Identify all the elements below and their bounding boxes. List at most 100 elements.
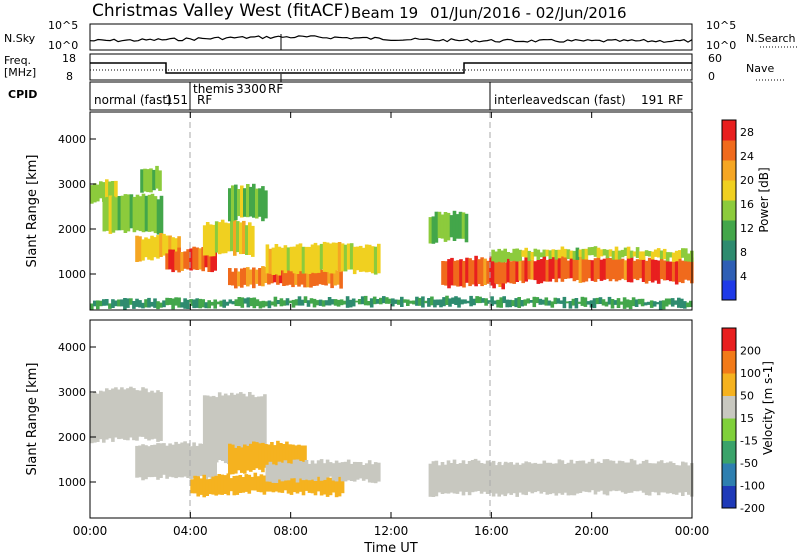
heatmap-cell <box>165 297 169 306</box>
heatmap-cell <box>313 476 318 496</box>
power-y-axis-label: Slant Range [km] <box>25 155 40 268</box>
heatmap-cell <box>291 444 295 470</box>
heatmap-cell <box>551 249 556 258</box>
heatmap-cell <box>431 216 436 244</box>
heatmap-cell <box>177 443 181 478</box>
heatmap-cell <box>273 296 278 307</box>
heatmap-cell <box>566 249 571 259</box>
heatmap-cell <box>437 211 442 239</box>
heatmap-cell <box>231 444 235 475</box>
heatmap-cell <box>114 180 118 200</box>
heatmap-cell <box>505 299 509 308</box>
heatmap-cell <box>583 297 588 307</box>
heatmap-cell <box>96 393 100 442</box>
heatmap-cell <box>306 300 311 307</box>
heatmap-cell <box>304 460 309 480</box>
heatmap-cell <box>177 247 181 273</box>
heatmap-cell <box>294 299 299 306</box>
heatmap-cell <box>236 221 240 253</box>
heatmap-cell <box>267 300 272 309</box>
heatmap-cell <box>509 252 513 261</box>
heatmap-cell <box>208 478 212 495</box>
heatmap-cell <box>533 248 538 257</box>
heatmap-cell <box>428 463 433 497</box>
colorbar-tick-label: 28 <box>740 126 754 139</box>
heatmap-cell <box>678 465 682 493</box>
heatmap-cell <box>686 302 690 308</box>
heatmap-cell <box>330 270 334 289</box>
x-tick-label: 20:00 <box>574 524 609 538</box>
heatmap-cell <box>566 462 571 496</box>
heatmap-cell <box>265 244 270 274</box>
heatmap-cell <box>294 264 298 285</box>
heatmap-cell <box>202 474 206 498</box>
heatmap-cell <box>547 300 552 306</box>
heatmap-cell <box>484 298 488 306</box>
heatmap-cell <box>541 299 546 305</box>
heatmap-cell <box>252 297 257 309</box>
heatmap-cell <box>111 196 116 233</box>
heatmap-cell <box>276 440 280 469</box>
heatmap-cell <box>514 298 518 308</box>
heatmap-cell <box>205 222 210 256</box>
heatmap-cell <box>242 393 246 460</box>
heatmap-cell <box>608 460 613 492</box>
heatmap-cell <box>261 442 265 473</box>
heatmap-cell <box>363 295 368 306</box>
heatmap-cell <box>575 247 580 260</box>
heatmap-cell <box>237 297 242 307</box>
heatmap-cell <box>337 475 342 497</box>
heatmap-cell <box>656 248 661 258</box>
heatmap-cell <box>355 246 360 271</box>
heatmap-cell <box>102 299 106 306</box>
heatmap-cell <box>542 256 547 282</box>
heatmap-cell <box>252 183 256 218</box>
heatmap-cell <box>536 249 541 260</box>
heatmap-cell <box>605 459 610 496</box>
heatmap-cell <box>571 298 576 306</box>
heatmap-cell <box>629 458 634 493</box>
heatmap-cell <box>168 235 172 261</box>
heatmap-cell <box>252 441 256 470</box>
heatmap-cell <box>524 247 528 258</box>
heatmap-cell <box>99 390 103 440</box>
heatmap-cell <box>217 222 222 255</box>
heatmap-cell <box>354 300 359 303</box>
heatmap-cell <box>144 237 148 258</box>
heatmap-cell <box>608 258 613 282</box>
heatmap-cell <box>460 299 464 305</box>
heatmap-cell <box>211 476 215 495</box>
heatmap-cell <box>150 301 154 307</box>
heatmap-cell <box>325 473 330 497</box>
heatmap-cell <box>156 235 160 259</box>
heatmap-cell <box>240 268 244 288</box>
heatmap-cell <box>521 463 525 495</box>
velocity-colorbar-label: Velocity [m s-1] <box>761 361 775 455</box>
heatmap-cell <box>586 301 591 305</box>
heatmap-cell <box>535 297 540 304</box>
heatmap-cell <box>593 246 598 257</box>
heatmap-cell <box>646 301 651 305</box>
heatmap-cell <box>653 249 658 257</box>
heatmap-cell <box>339 299 344 306</box>
heatmap-cell <box>295 476 300 494</box>
heatmap-cell <box>318 266 322 285</box>
heatmap-cell <box>351 298 356 307</box>
heatmap-cell <box>211 395 216 465</box>
y-tick-label: 4000 <box>58 133 86 146</box>
heatmap-cell <box>403 299 407 303</box>
heatmap-cell <box>337 462 342 477</box>
heatmap-cell <box>575 461 580 494</box>
heatmap-cell <box>235 475 240 495</box>
heatmap-cell <box>331 463 336 481</box>
heatmap-cell <box>193 475 197 494</box>
heatmap-cell <box>334 460 339 482</box>
heatmap-cell <box>236 393 240 460</box>
heatmap-cell <box>192 299 196 309</box>
heatmap-cell <box>491 249 495 262</box>
heatmap-cell <box>508 299 512 308</box>
heatmap-cell <box>629 250 634 258</box>
heatmap-cell <box>475 296 479 304</box>
heatmap-cell <box>436 299 440 306</box>
heatmap-cell <box>198 298 202 309</box>
